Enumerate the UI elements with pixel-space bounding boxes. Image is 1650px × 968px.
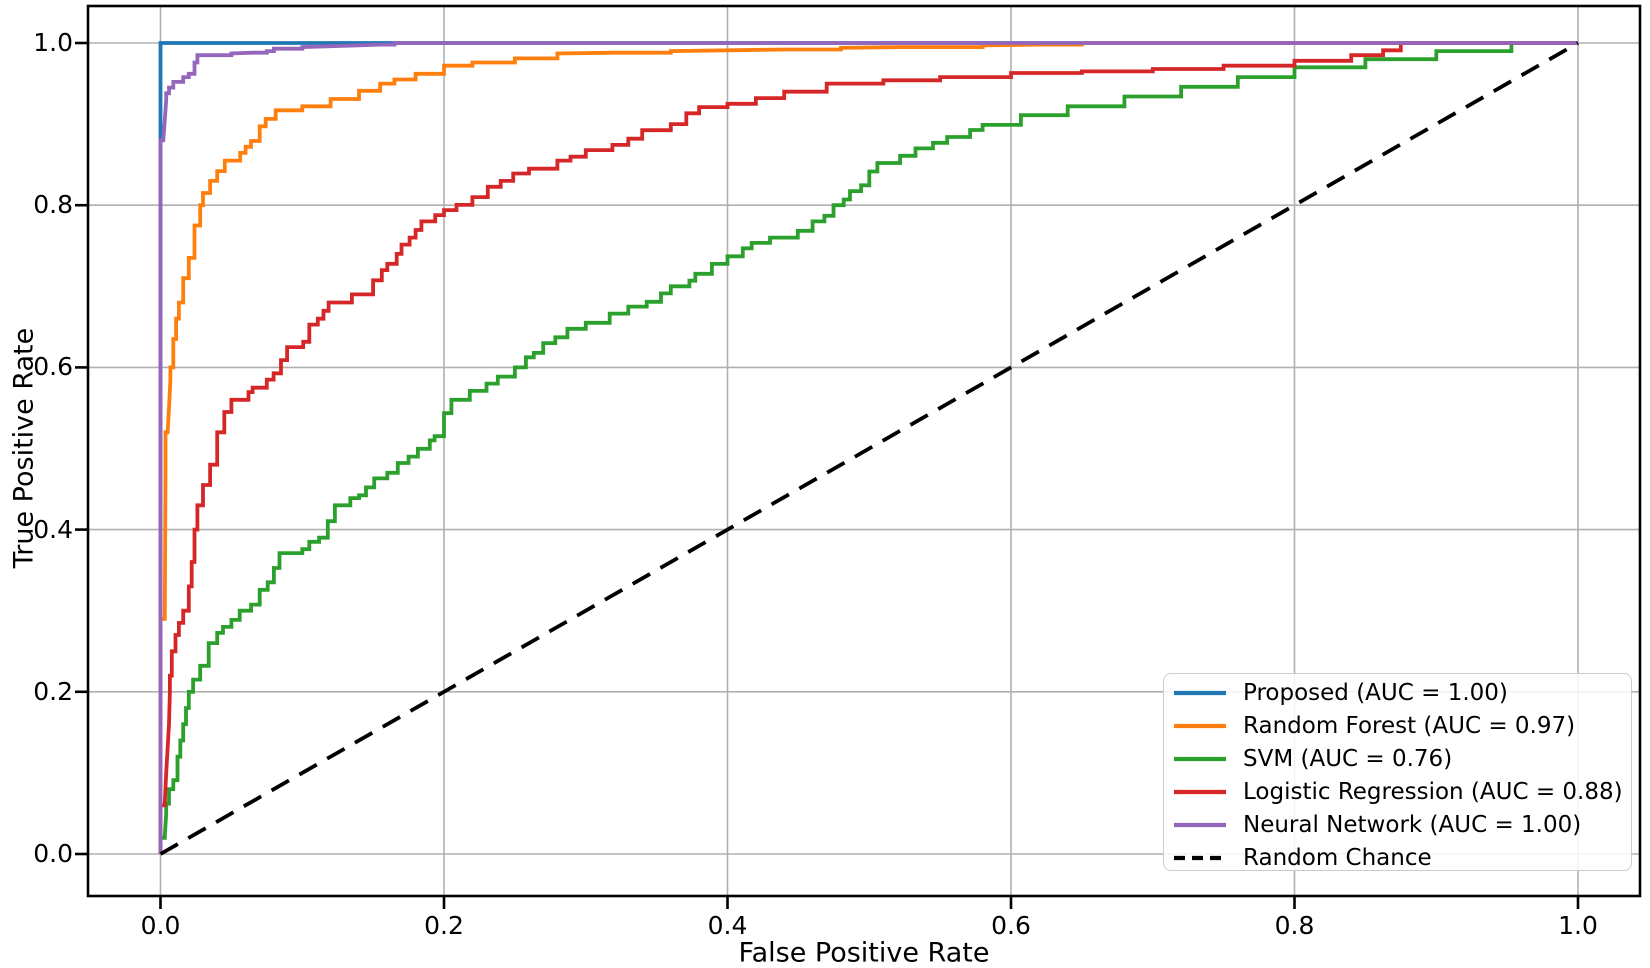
legend-label-random-chance: Random Chance <box>1243 844 1432 871</box>
tick-marks <box>75 41 1580 909</box>
axes-frame <box>86 4 1642 898</box>
legend-item-random-forest: Random Forest (AUC = 0.97) <box>1174 709 1631 742</box>
legend-line-sample-random-forest <box>1174 723 1226 728</box>
y-tick-label-0.2: 0.2 <box>33 676 73 706</box>
legend-line-sample-random-chance <box>1174 855 1226 860</box>
roc-curve-logistic-regression <box>158 41 1578 854</box>
legend-item-random-chance: Random Chance <box>1174 841 1631 874</box>
legend-line-sample-svm <box>1174 756 1226 761</box>
legend-line-sample-logistic-regression <box>1174 789 1226 794</box>
legend-line-sample-neural-network <box>1174 822 1226 827</box>
random-chance-line <box>159 41 1579 856</box>
x-tick-label-1.0: 1.0 <box>1558 911 1598 940</box>
x-axis-label: False Positive Rate <box>738 937 990 968</box>
legend-line-sample-proposed <box>1174 690 1226 695</box>
y-tick-label-0.0: 0.0 <box>33 839 73 868</box>
roc-curve-svm <box>158 41 1578 854</box>
y-tick-label-0.6: 0.6 <box>33 352 73 382</box>
legend-label-neural-network: Neural Network (AUC = 1.00) <box>1243 811 1582 838</box>
legend-label-proposed: Proposed (AUC = 1.00) <box>1243 679 1508 706</box>
x-tick-label-0.0: 0.0 <box>140 911 181 940</box>
legend-label-svm: SVM (AUC = 0.76) <box>1243 745 1453 772</box>
roc-curve-neural-network <box>158 41 1578 854</box>
legend-item-proposed: Proposed (AUC = 1.00) <box>1174 676 1631 709</box>
legend-item-logistic-regression: Logistic Regression (AUC = 0.88) <box>1174 775 1631 808</box>
y-tick-label-0.8: 0.8 <box>33 190 73 220</box>
x-tick-label-0.8: 0.8 <box>1274 911 1315 940</box>
legend-item-neural-network: Neural Network (AUC = 1.00) <box>1174 808 1631 841</box>
y-axis-label: True Positive Rate <box>8 327 40 569</box>
legend-label-random-forest: Random Forest (AUC = 0.97) <box>1243 712 1576 739</box>
y-tick-label-0.4: 0.4 <box>33 514 73 544</box>
x-tick-label-0.2: 0.2 <box>424 911 464 940</box>
x-tick-label-0.4: 0.4 <box>707 911 748 940</box>
roc-curve-random-forest <box>158 41 1578 854</box>
legend-item-svm: SVM (AUC = 0.76) <box>1174 742 1631 775</box>
legend: Proposed (AUC = 1.00) Random Forest (AUC … <box>1163 673 1632 871</box>
y-tick-label-1.0: 1.0 <box>33 28 73 57</box>
legend-label-logistic-regression: Logistic Regression (AUC = 0.88) <box>1243 778 1623 805</box>
x-tick-label-0.6: 0.6 <box>991 911 1031 940</box>
